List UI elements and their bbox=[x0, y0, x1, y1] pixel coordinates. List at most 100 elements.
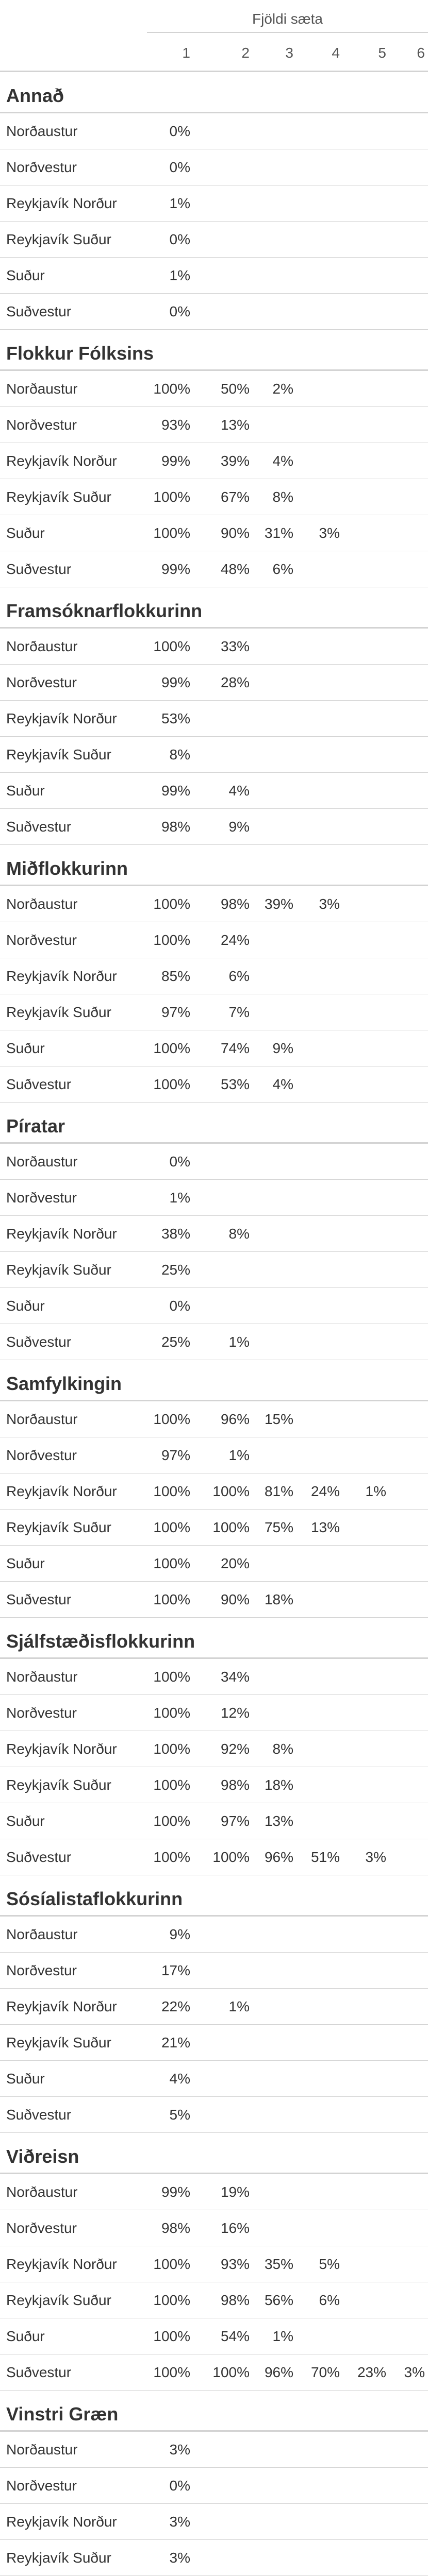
cell: 23% bbox=[357, 2364, 386, 2380]
cell: 96% bbox=[264, 2364, 293, 2380]
cell: 31% bbox=[264, 524, 293, 541]
table-row: Norðvestur 100% 12% bbox=[0, 1695, 428, 1731]
cell: 100% bbox=[153, 1849, 190, 1865]
cell: 96% bbox=[220, 1411, 250, 1427]
cell: 17% bbox=[161, 1962, 190, 1978]
cell: 100% bbox=[153, 1411, 190, 1427]
cell: 39% bbox=[220, 452, 250, 469]
cell: 25% bbox=[161, 1261, 190, 1278]
row-label: Reykjavík Norður bbox=[6, 1225, 117, 1242]
table-row: Suðvestur 100% 53% 4% bbox=[0, 1066, 428, 1103]
row-label: Norðvestur bbox=[6, 159, 77, 175]
cell: 97% bbox=[161, 1004, 190, 1020]
cell: 100% bbox=[153, 1483, 190, 1499]
table-row: Norðvestur 100% 24% bbox=[0, 922, 428, 958]
cell: 74% bbox=[220, 1040, 250, 1056]
row-label: Norðaustur bbox=[6, 1153, 78, 1170]
row-label: Norðaustur bbox=[6, 1926, 78, 1942]
table-row: Suðvestur 98% 9% bbox=[0, 809, 428, 845]
table-row: Reykjavík Norður 53% bbox=[0, 701, 428, 737]
group-title: Flokkur Fólksins bbox=[0, 330, 428, 371]
cell: 0% bbox=[169, 1297, 190, 1314]
row-label: Reykjavík Suður bbox=[6, 2292, 111, 2308]
cell: 0% bbox=[169, 159, 190, 175]
table-row: Suðvestur 100% 100% 96% 70% 23% 3% bbox=[0, 2354, 428, 2391]
row-label: Norðvestur bbox=[6, 1447, 77, 1463]
row-label: Norðaustur bbox=[6, 1411, 78, 1427]
group-title: Sósíalistaflokkurinn bbox=[0, 1875, 428, 1917]
cell: 100% bbox=[212, 1483, 250, 1499]
cell: 0% bbox=[169, 1153, 190, 1170]
cell: 9% bbox=[228, 818, 250, 835]
cell: 13% bbox=[310, 1519, 340, 1535]
row-label: Reykjavík Suður bbox=[6, 1776, 111, 1793]
cell: 0% bbox=[169, 231, 190, 247]
table-row: Suðvestur 100% 90% 18% bbox=[0, 1582, 428, 1618]
column-header: 3 bbox=[285, 45, 293, 61]
cell: 90% bbox=[220, 1591, 250, 1607]
row-label: Norðvestur bbox=[6, 931, 77, 948]
row-label: Reykjavík Suður bbox=[6, 231, 111, 247]
cell: 98% bbox=[161, 2219, 190, 2236]
column-header: 6 bbox=[417, 45, 425, 61]
table-row: Reykjavík Norður 3% bbox=[0, 2504, 428, 2540]
row-label: Norðaustur bbox=[6, 123, 78, 139]
table-row: Suður 1% bbox=[0, 258, 428, 294]
table-row: Reykjavík Suður 25% bbox=[0, 1252, 428, 1288]
cell: 0% bbox=[169, 2477, 190, 2494]
row-label: Suðvestur bbox=[6, 303, 72, 319]
cell: 100% bbox=[153, 931, 190, 948]
cell: 1% bbox=[228, 1998, 250, 2014]
group-title: Annað bbox=[0, 72, 428, 113]
cell: 90% bbox=[220, 524, 250, 541]
cell: 4% bbox=[228, 782, 250, 799]
cell: 4% bbox=[272, 452, 293, 469]
row-label: Reykjavík Suður bbox=[6, 488, 111, 505]
row-label: Suðvestur bbox=[6, 1076, 72, 1092]
column-header: 1 bbox=[182, 45, 190, 61]
table-row: Suðvestur 5% bbox=[0, 2097, 428, 2133]
row-label: Reykjavík Norður bbox=[6, 2513, 117, 2530]
cell: 100% bbox=[153, 1812, 190, 1829]
table-row: Norðaustur 0% bbox=[0, 113, 428, 149]
cell: 3% bbox=[169, 2549, 190, 2566]
row-label: Reykjavík Norður bbox=[6, 195, 117, 211]
cell: 1% bbox=[169, 267, 190, 283]
cell: 9% bbox=[272, 1040, 293, 1056]
table-row: Reykjavík Norður 85% 6% bbox=[0, 958, 428, 994]
cell: 5% bbox=[319, 2256, 340, 2272]
table-row: Reykjavík Norður 38% 8% bbox=[0, 1216, 428, 1252]
row-label: Reykjavík Suður bbox=[6, 746, 111, 762]
row-label: Suðvestur bbox=[6, 1333, 72, 1350]
row-label: Reykjavík Norður bbox=[6, 1740, 117, 1757]
table-row: Reykjavík Norður 99% 39% 4% bbox=[0, 443, 428, 479]
row-label: Suðvestur bbox=[6, 561, 72, 577]
row-label: Norðvestur bbox=[6, 2477, 77, 2494]
cell: 8% bbox=[228, 1225, 250, 1242]
table-row: Reykjavík Norður 100% 93% 35% 5% bbox=[0, 2246, 428, 2282]
column-header: 5 bbox=[378, 45, 386, 61]
cell: 15% bbox=[264, 1411, 293, 1427]
group-title: Sjálfstæðisflokkurinn bbox=[0, 1618, 428, 1659]
row-label: Norðaustur bbox=[6, 1668, 78, 1685]
row-label: Suðvestur bbox=[6, 818, 72, 835]
table-row: Reykjavík Suður 100% 100% 75% 13% bbox=[0, 1510, 428, 1546]
table-row: Suðvestur 0% bbox=[0, 294, 428, 330]
cell: 100% bbox=[153, 2292, 190, 2308]
cell: 100% bbox=[153, 380, 190, 397]
table-row: Norðvestur 0% bbox=[0, 149, 428, 185]
table-row: Norðaustur 3% bbox=[0, 2432, 428, 2468]
group-title: Samfylkingin bbox=[0, 1360, 428, 1401]
cell: 100% bbox=[153, 638, 190, 654]
row-label: Suður bbox=[6, 782, 45, 799]
row-label: Norðvestur bbox=[6, 416, 77, 433]
group-title: Framsóknarflokkurinn bbox=[0, 587, 428, 629]
cell: 100% bbox=[153, 2364, 190, 2380]
cell: 9% bbox=[169, 1926, 190, 1942]
row-label: Reykjavík Suður bbox=[6, 1519, 111, 1535]
cell: 51% bbox=[310, 1849, 340, 1865]
table-row: Norðaustur 0% bbox=[0, 1144, 428, 1180]
cell: 1% bbox=[169, 195, 190, 211]
row-label: Reykjavík Norður bbox=[6, 1998, 117, 2014]
cell: 85% bbox=[161, 968, 190, 984]
